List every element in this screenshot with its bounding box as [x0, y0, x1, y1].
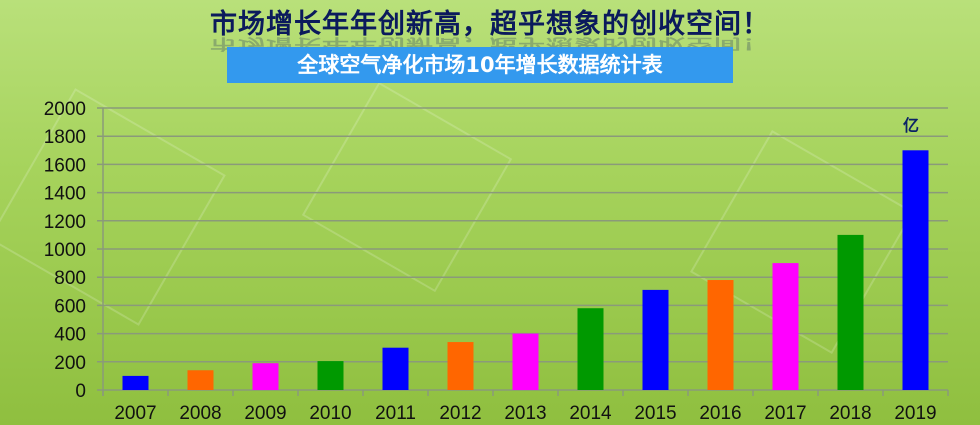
bar-2007 — [122, 375, 149, 390]
x-tick-label: 2019 — [894, 403, 936, 424]
x-tick-label: 2015 — [634, 403, 676, 424]
bar-2008 — [187, 370, 214, 390]
x-tick-label: 2008 — [179, 403, 221, 424]
bar-2018 — [837, 234, 864, 390]
y-tick-label: 1800 — [44, 127, 86, 148]
y-tick-label: 0 — [75, 381, 86, 402]
y-tick-label: 200 — [54, 353, 86, 374]
x-tick-label: 2010 — [309, 403, 351, 424]
x-tick-label: 2012 — [439, 403, 481, 424]
x-tick-label: 2014 — [569, 403, 612, 424]
bar-2017 — [772, 263, 799, 390]
x-tick-label: 2009 — [244, 403, 286, 424]
chart-subtitle-banner: 全球空气净化市场10年增长数据统计表 — [227, 47, 733, 83]
y-tick-label: 1000 — [44, 240, 86, 261]
y-tick-label: 600 — [54, 296, 86, 317]
bar-2016 — [707, 280, 734, 390]
bar-2015 — [642, 289, 669, 390]
y-tick-label: 1600 — [44, 155, 86, 176]
x-tick-label: 2011 — [375, 403, 416, 424]
y-tick-label: 400 — [54, 325, 86, 346]
y-tick-label: 1200 — [44, 212, 86, 233]
bar-2019 — [902, 150, 929, 390]
x-tick-label: 2007 — [114, 403, 156, 424]
bar-2014 — [577, 308, 604, 390]
y-tick-label: 2000 — [44, 99, 86, 120]
y-tick-label: 800 — [54, 268, 86, 289]
bar-2011 — [382, 347, 409, 390]
x-tick-label: 2018 — [829, 403, 871, 424]
page-title: 市场增长年年创新高，超乎想象的创收空间！ — [210, 9, 770, 40]
bar-2012 — [447, 342, 474, 390]
x-tick-label: 2017 — [764, 403, 806, 424]
bar-2010 — [317, 361, 344, 390]
bar-2013 — [512, 333, 539, 390]
x-tick-label: 2016 — [699, 403, 741, 424]
unit-label: 亿 — [903, 116, 920, 135]
bar-2009 — [252, 363, 279, 390]
x-tick-label: 2013 — [504, 403, 546, 424]
y-tick-label: 1400 — [44, 184, 86, 205]
